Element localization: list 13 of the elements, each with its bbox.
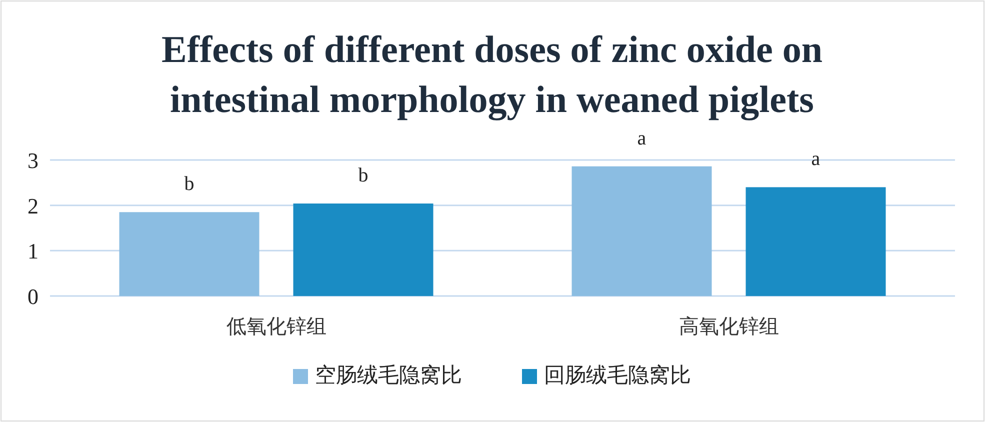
y-tick-label: 0: [28, 284, 38, 309]
x-tick-label: 低氧化锌组: [226, 316, 326, 338]
chart-title: Effects of different doses of zinc oxide on intestinal morphology in weaned piglets: [161, 29, 823, 121]
annotation: b: [184, 173, 194, 196]
text: a: [637, 127, 646, 150]
y-tick-label: 1: [28, 238, 38, 264]
annotation: a: [811, 148, 820, 170]
annotation: b: [358, 164, 368, 187]
y-tick-label: 3: [28, 148, 38, 173]
x-tick-label: 高氧化锌组: [678, 315, 779, 338]
y-tick-label: 2: [28, 193, 38, 218]
legend-label: 空肠绒毛隐窝比: [315, 364, 462, 387]
legend-label: 回肠绒毛隐窝比: [544, 364, 691, 387]
